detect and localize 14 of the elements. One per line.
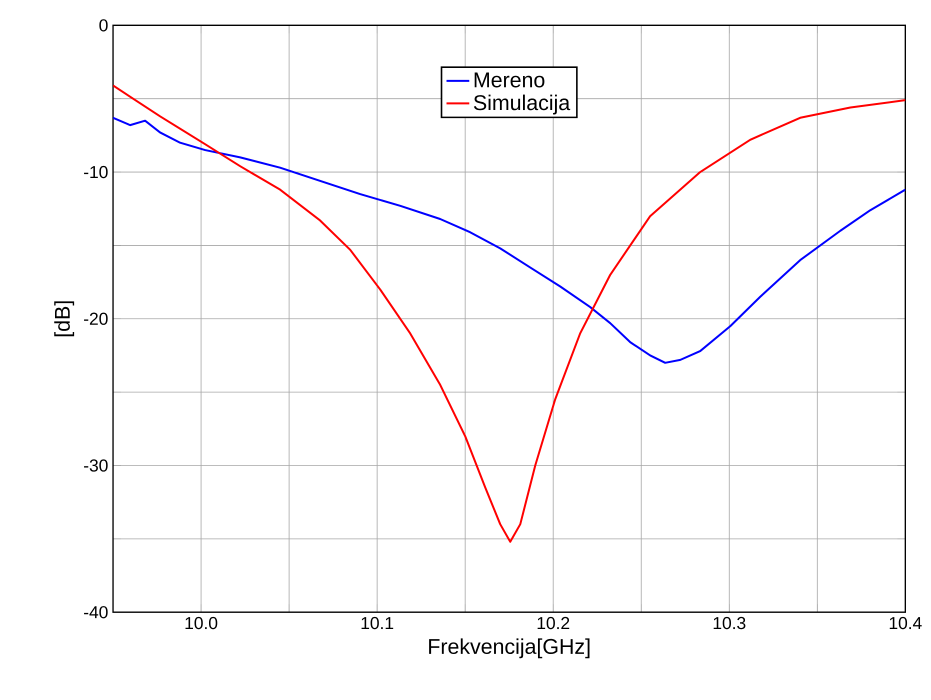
x-tick-label: 10.4 [890,616,922,630]
legend-label: Simulacija [474,94,570,114]
x-axis-title: Frekvencija[GHz] [429,638,590,658]
legend-label: Mereno [474,72,544,88]
x-tick-label: 10.1 [362,616,394,630]
y-tick-label: -40 [84,606,108,618]
y-tick-label: 0 [99,19,108,32]
y-tick-label: -20 [84,312,108,325]
x-tick-label: 10.3 [714,616,746,630]
y-tick-label: -30 [84,459,108,472]
x-tick-label: 10.2 [538,616,570,630]
y-axis-title: [dB] [54,301,74,336]
y-tick-label: -10 [84,166,108,178]
x-tick-label: 10.0 [186,616,218,630]
